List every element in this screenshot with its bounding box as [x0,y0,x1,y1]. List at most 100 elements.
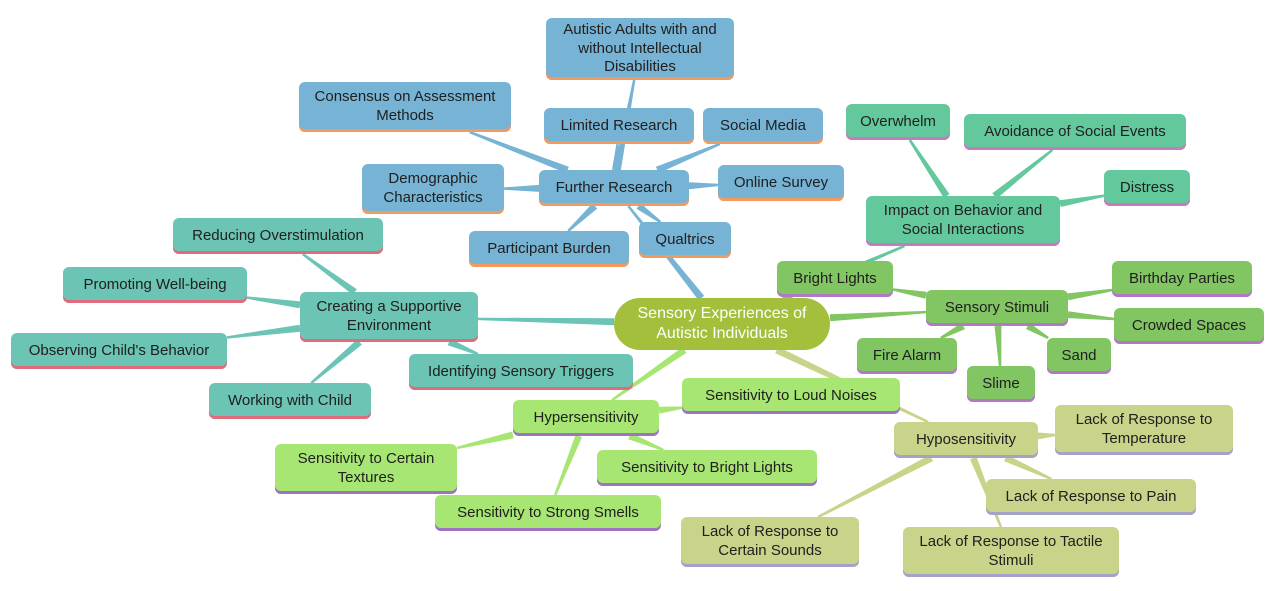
edge [992,149,1053,199]
node-label: Hypersensitivity [533,409,638,428]
node-working: Working with Child [209,383,371,419]
node-senssmells: Sensitivity to Strong Smells [435,495,661,531]
edge [1068,289,1113,301]
node-crowded: Crowded Spaces [1114,308,1264,344]
node-demographic: Demographic Characteristics [362,164,504,214]
edge [830,311,926,321]
node-label: Social Media [720,117,806,136]
node-label: Demographic Characteristics [372,170,494,208]
edge [554,435,582,496]
node-socialmedia: Social Media [703,108,823,144]
node-reducing: Reducing Overstimulation [173,218,383,254]
node-label: Observing Child's Behavior [29,342,209,361]
edge [818,455,934,518]
node-overwhelm: Overwhelm [846,104,950,140]
node-label: Qualtrics [655,231,714,250]
node-avoidance: Avoidance of Social Events [964,114,1186,150]
edge [1068,311,1114,320]
edge [478,318,614,326]
node-label: Lack of Response to Pain [1006,488,1177,507]
node-label: Reducing Overstimulation [192,227,364,246]
node-limited: Limited Research [544,108,694,144]
node-label: Slime [982,375,1020,394]
node-label: Identifying Sensory Triggers [428,363,614,382]
node-label: Sensitivity to Bright Lights [621,459,793,478]
node-firealarm: Fire Alarm [857,338,957,374]
node-label: Crowded Spaces [1132,317,1246,336]
node-distress: Distress [1104,170,1190,206]
edge [1004,455,1052,480]
edge [247,296,301,308]
node-label: Impact on Behavior and Social Interactio… [876,202,1050,240]
node-label: Sensory Experiences of Autistic Individu… [624,304,820,344]
node-label: Further Research [556,179,673,198]
edge [1038,433,1055,440]
node-label: Bright Lights [793,270,876,289]
node-consensus: Consensus on Assessment Methods [299,82,511,132]
node-label: Sensitivity to Certain Textures [285,450,447,488]
edge [995,326,1002,366]
node-slime: Slime [967,366,1035,402]
node-label: Sensitivity to Strong Smells [457,504,639,523]
node-identifying: Identifying Sensory Triggers [409,354,633,390]
node-label: Consensus on Assessment Methods [309,88,501,126]
node-label: Sensory Stimuli [945,299,1049,318]
node-impact: Impact on Behavior and Social Interactio… [866,196,1060,246]
edge [302,253,357,295]
node-label: Lack of Response to Certain Sounds [691,523,849,561]
node-label: Lack of Response to Temperature [1065,411,1223,449]
node-sensloud: Sensitivity to Loud Noises [682,378,900,414]
node-senstextures: Sensitivity to Certain Textures [275,444,457,494]
node-label: Creating a Supportive Environment [310,298,468,336]
root-node: Sensory Experiences of Autistic Individu… [614,298,830,350]
mindmap-canvas: Sensory Experiences of Autistic Individu… [0,0,1280,591]
node-lackpain: Lack of Response to Pain [986,479,1196,515]
node-sensbright: Sensitivity to Bright Lights [597,450,817,486]
edge [637,203,662,223]
node-label: Working with Child [228,392,352,411]
node-lacksounds: Lack of Response to Certain Sounds [681,517,859,567]
edge [457,432,514,450]
node-promoting: Promoting Well-being [63,267,247,303]
node-label: Hyposensitivity [916,431,1016,450]
node-label: Lack of Response to Tactile Stimuli [913,533,1109,571]
node-label: Promoting Well-being [83,276,226,295]
node-qualtrics: Qualtrics [639,222,731,258]
edge [909,139,950,198]
edge [659,407,683,414]
edge [612,144,619,170]
edge [310,339,361,384]
node-onlinesurvey: Online Survey [718,165,844,201]
node-label: Autistic Adults with and without Intelle… [556,21,724,77]
node-label: Overwhelm [860,113,936,132]
node-lacktactile: Lack of Response to Tactile Stimuli [903,527,1119,577]
node-birthday: Birthday Parties [1112,261,1252,297]
node-label: Fire Alarm [873,347,941,366]
node-label: Limited Research [561,117,678,136]
node-further: Further Research [539,170,689,206]
node-stimuli: Sensory Stimuli [926,290,1068,326]
node-label: Participant Burden [487,240,610,259]
node-hyper: Hypersensitivity [513,400,659,436]
node-supportenv: Creating a Supportive Environment [300,292,478,342]
node-label: Birthday Parties [1129,270,1235,289]
edge [227,325,301,339]
node-label: Sand [1061,347,1096,366]
edge [567,203,597,232]
node-label: Avoidance of Social Events [984,123,1166,142]
edge [689,182,718,189]
node-observing: Observing Child's Behavior [11,333,227,369]
edge [656,143,720,173]
node-sand: Sand [1047,338,1111,374]
edge [504,185,539,192]
node-lacktemp: Lack of Response to Temperature [1055,405,1233,455]
node-label: Sensitivity to Loud Noises [705,387,877,406]
edge [893,288,927,299]
node-bright: Bright Lights [777,261,893,297]
node-label: Distress [1120,179,1174,198]
node-participant: Participant Burden [469,231,629,267]
node-autadults: Autistic Adults with and without Intelle… [546,18,734,80]
node-label: Online Survey [734,174,828,193]
node-hypo: Hyposensitivity [894,422,1038,458]
edge [1059,195,1104,208]
